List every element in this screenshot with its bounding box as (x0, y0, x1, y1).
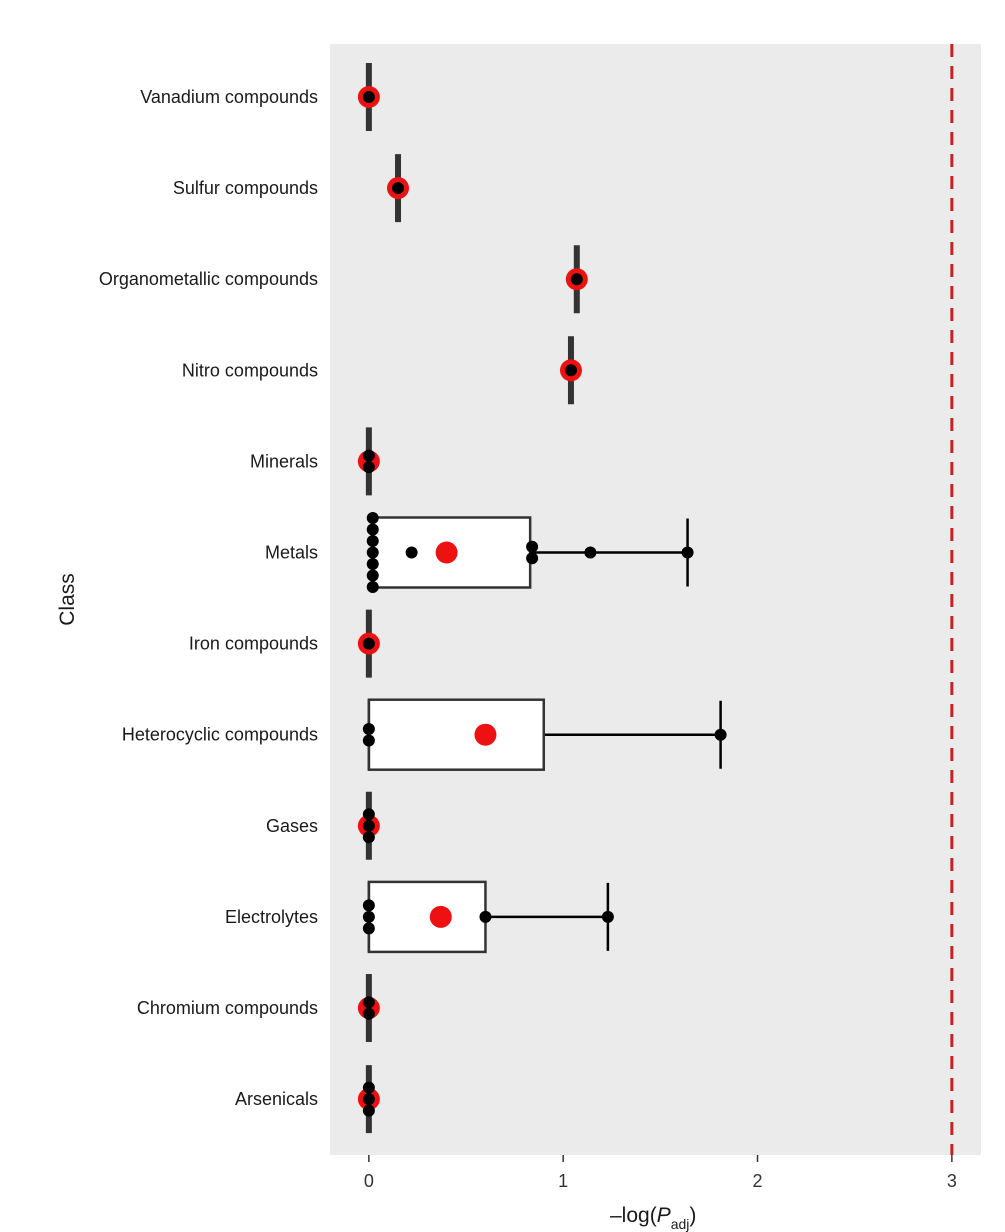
data-point (366, 512, 379, 524)
data-point (366, 558, 379, 570)
mean-point (429, 905, 452, 928)
data-point (366, 581, 379, 593)
data-point (526, 552, 539, 565)
data-point (362, 1093, 375, 1106)
mean-point (474, 723, 497, 746)
data-point (584, 546, 597, 559)
category-group (357, 974, 380, 1042)
category-group (565, 245, 588, 314)
data-point (366, 523, 379, 536)
x-axis-title-prefix: –log( (610, 1204, 657, 1227)
data-point (362, 996, 375, 1009)
data-point (479, 910, 492, 923)
data-point (362, 91, 375, 103)
box (367, 698, 546, 771)
data-point (362, 449, 375, 462)
data-point (362, 910, 375, 923)
category-label: Vanadium compounds (140, 87, 318, 107)
x-axis-title: –log(Padj) (610, 1204, 696, 1232)
category-group (559, 336, 582, 405)
data-point (366, 535, 379, 547)
category-label: Electrolytes (225, 907, 318, 927)
category-label: Iron compounds (189, 634, 318, 654)
category-group (357, 609, 380, 678)
data-point (366, 569, 379, 582)
data-point (601, 910, 614, 923)
category-label: Nitro compounds (182, 360, 318, 380)
y-axis-title: Class (56, 573, 79, 626)
data-point (362, 734, 375, 747)
data-point (362, 637, 375, 650)
data-point (405, 546, 418, 559)
data-point (526, 540, 539, 553)
data-point (681, 546, 694, 559)
category-group (362, 698, 727, 771)
data-point (362, 461, 375, 474)
data-point (362, 1104, 375, 1117)
x-axis-ticks: 0 1 2 3 (364, 1155, 957, 1191)
data-point (362, 819, 375, 832)
data-point (366, 546, 379, 559)
box (367, 880, 487, 954)
category-group (357, 63, 380, 131)
x-tick-label: 3 (947, 1171, 957, 1191)
category-group (357, 427, 380, 496)
x-axis-title-variable: P (657, 1204, 671, 1227)
data-point (362, 722, 375, 735)
category-label: Chromium compounds (137, 998, 318, 1018)
category-label: Organometallic compounds (99, 269, 318, 289)
category-label: Heterocyclic compounds (122, 725, 318, 745)
data-point (362, 1007, 375, 1020)
data-point (714, 728, 727, 741)
data-point (362, 922, 375, 935)
category-group (366, 512, 694, 593)
data-point (362, 808, 375, 821)
category-label: Arsenicals (235, 1089, 318, 1109)
x-tick-label: 2 (753, 1171, 763, 1191)
category-bands (357, 63, 727, 1134)
plot-panel (330, 44, 981, 1155)
x-tick-label: 1 (558, 1171, 568, 1191)
data-point (392, 182, 405, 195)
data-point (570, 273, 583, 286)
category-group (357, 791, 380, 860)
category-group (387, 154, 410, 223)
x-axis-title-suffix: ) (689, 1204, 696, 1227)
data-point (362, 899, 375, 912)
data-point (362, 1081, 375, 1094)
category-group (362, 880, 614, 954)
category-label: Metals (265, 543, 318, 563)
data-point (362, 831, 375, 844)
mean-point (435, 541, 458, 564)
x-tick-label: 0 (364, 1171, 374, 1191)
category-label: Minerals (250, 451, 318, 471)
x-axis-title-subscript: adj (671, 1216, 690, 1232)
category-label: Sulfur compounds (173, 178, 318, 198)
category-label: Gases (266, 816, 318, 836)
category-group (357, 1065, 380, 1134)
data-point (564, 364, 577, 377)
category-labels: Vanadium compounds Sulfur compounds Organo… (99, 87, 318, 1109)
